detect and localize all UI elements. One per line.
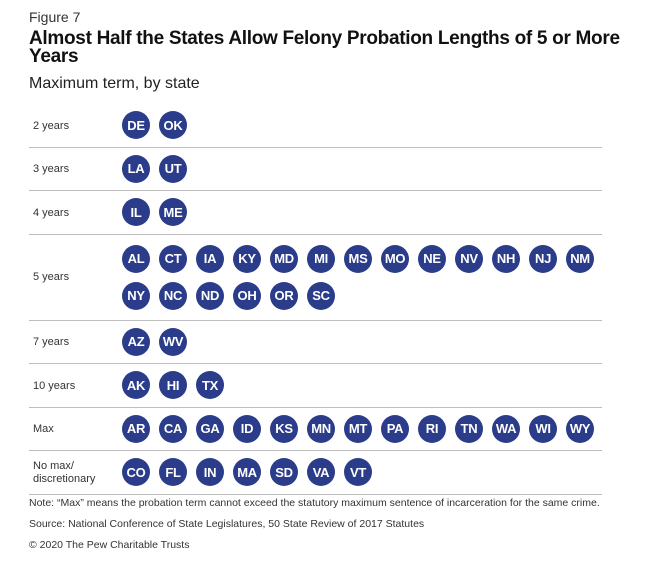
state-bubble-mo: MO <box>381 244 409 273</box>
state-bubble-fl: FL <box>159 458 187 487</box>
state-bubble-ar: AR <box>122 414 150 443</box>
state-bubbles: LA UT <box>122 148 602 191</box>
state-bubble-wa: WA <box>492 414 520 443</box>
row-label: 7 years <box>33 336 70 348</box>
row-label: 2 years <box>33 119 70 132</box>
state-bubble-co: CO <box>122 458 150 487</box>
state-bubble-nh: NH <box>492 244 520 273</box>
state-bubble-me: ME <box>159 198 187 227</box>
row-label: 4 years <box>33 206 70 219</box>
chart-subtitle: Maximum term, by state <box>29 75 200 92</box>
state-bubble-ct: CT <box>159 244 187 273</box>
state-bubble-ca: CA <box>159 414 187 443</box>
state-bubble-ny: NY <box>122 281 150 310</box>
state-bubble-nj: NJ <box>529 244 557 273</box>
row-5: 10 years AK HI TX <box>29 364 602 408</box>
state-bubble-mt: MT <box>344 414 372 443</box>
state-bubble-ak: AK <box>122 371 150 400</box>
state-bubble-vt: VT <box>344 458 372 487</box>
state-bubble-mn: MN <box>307 414 335 443</box>
state-bubble-ms: MS <box>344 244 372 273</box>
state-bubble-wy: WY <box>566 414 594 443</box>
state-bubble-id: ID <box>233 414 261 443</box>
state-bubble-or: OR <box>270 281 298 310</box>
state-bubbles: AK HI TX <box>122 364 602 407</box>
state-bubble-ri: RI <box>418 414 446 443</box>
row-1: 3 years LA UT <box>29 148 602 191</box>
row-3: 5 years AL CT IA KY MD MI MS MO NE NV NH NJ NM NY NC ND O… <box>29 235 602 321</box>
state-bubble-oh: OH <box>233 281 261 310</box>
chart-rows: 2 years DE OK 3 years LA UT 4 years IL ME 5 years… <box>29 104 602 495</box>
state-bubble-ga: GA <box>196 414 224 443</box>
chart-copyright: © 2020 The Pew Charitable Trusts <box>29 539 190 551</box>
state-bubble-ut: UT <box>159 154 187 183</box>
state-bubble-mi: MI <box>307 244 335 273</box>
row-label: 5 years <box>33 271 70 283</box>
row-label: 3 years <box>33 163 70 175</box>
state-bubbles: AR CA GA ID KS MN MT PA RI TN WA WI WY <box>122 408 602 451</box>
state-bubble-nm: NM <box>566 244 594 273</box>
chart-source: Source: National Conference of State Leg… <box>29 518 425 530</box>
state-bubble-sd: SD <box>270 458 298 487</box>
row-4: 7 years AZ WV <box>29 321 602 364</box>
state-bubble-wi: WI <box>529 414 557 443</box>
row-7: No max/ discretionary CO FL IN MA SD VA VT <box>29 451 602 495</box>
row-label: 10 years <box>33 379 76 392</box>
state-bubbles: IL ME <box>122 191 602 234</box>
row-label: Max <box>33 423 54 435</box>
row-2: 4 years IL ME <box>29 191 602 235</box>
state-bubble-hi: HI <box>159 371 187 400</box>
state-bubble-de: DE <box>122 111 150 140</box>
state-bubble-wv: WV <box>159 327 187 356</box>
state-bubble-ok: OK <box>159 111 187 140</box>
state-bubble-ne: NE <box>418 244 446 273</box>
state-bubble-ky: KY <box>233 244 261 273</box>
state-bubble-ks: KS <box>270 414 298 443</box>
state-bubble-il: IL <box>122 198 150 227</box>
state-bubbles: DE OK <box>122 104 602 147</box>
state-bubble-nv: NV <box>455 244 483 273</box>
state-bubble-az: AZ <box>122 327 150 356</box>
state-bubble-tx: TX <box>196 371 224 400</box>
state-bubble-md: MD <box>270 244 298 273</box>
chart-note: Note: “Max” means the probation term can… <box>29 497 600 509</box>
state-bubble-la: LA <box>122 154 150 183</box>
state-bubble-ia: IA <box>196 244 224 273</box>
row-label: No max/ discretionary <box>33 460 96 485</box>
state-bubble-al: AL <box>122 244 150 273</box>
state-bubbles: AL CT IA KY MD MI MS MO NE NV NH NJ NM NY NC ND OH OR SC <box>122 235 602 320</box>
state-bubble-pa: PA <box>381 414 409 443</box>
figure-label: Figure 7 <box>29 9 81 25</box>
state-bubble-ma: MA <box>233 458 261 487</box>
state-bubble-nc: NC <box>159 281 187 310</box>
state-bubble-nd: ND <box>196 281 224 310</box>
state-bubble-tn: TN <box>455 414 483 443</box>
chart-title: Almost Half the States Allow Felony Prob… <box>29 28 620 67</box>
state-bubble-sc: SC <box>307 281 335 310</box>
state-bubbles: CO FL IN MA SD VA VT <box>122 451 602 494</box>
state-bubbles: AZ WV <box>122 321 602 364</box>
row-0: 2 years DE OK <box>29 104 602 148</box>
state-bubble-va: VA <box>307 458 335 487</box>
state-bubble-in: IN <box>196 458 224 487</box>
row-6: Max AR CA GA ID KS MN MT PA RI TN WA WI WY <box>29 408 602 451</box>
